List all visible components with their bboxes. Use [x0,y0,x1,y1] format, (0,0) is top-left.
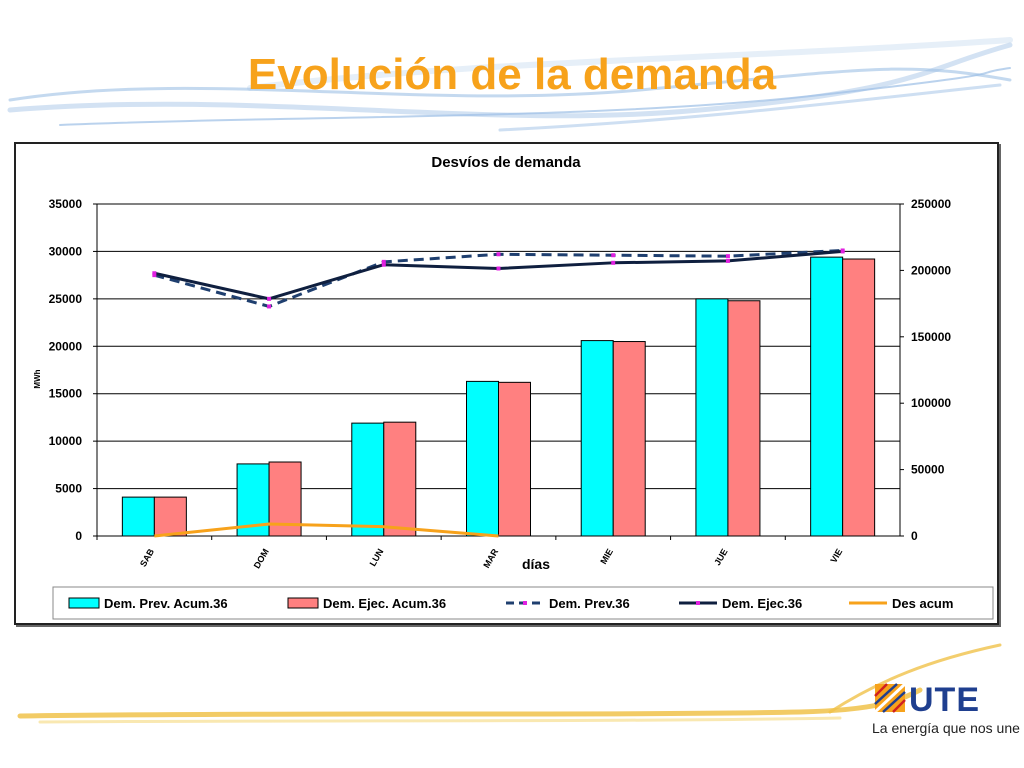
line-dem-prev-point [267,304,272,309]
line-des-acum [154,522,499,538]
logo-emblem-icon [873,682,907,714]
legend-label: Des acum [892,596,953,611]
slide-title: Evolución de la demanda [247,50,777,99]
legend-label: Dem. Ejec. Acum.36 [323,596,446,611]
bar-ejec-acum [498,381,531,537]
legend-swatch [68,597,100,609]
y-tick-label: 35000 [49,197,83,211]
line-dem-prev-point [725,254,730,259]
y2-tick-label: 200000 [911,263,951,277]
y-tick-label: 15000 [49,387,83,401]
x-tick-label: MIE [598,547,615,566]
y-tick-label: 30000 [49,244,83,258]
ute-logo: UTE [873,681,980,719]
legend-marker [696,601,700,605]
legend-marker [523,601,527,605]
chart-frame: Desvíos de demanda 0 5000 10000 15000 20000 25… [14,142,999,625]
x-tick-label: JUE [712,547,729,567]
y2-tick-label: 150000 [911,330,951,344]
line-dem-ejec-point [725,258,730,263]
x-tick-label: MAR [481,547,500,570]
legend-swatch [287,597,319,609]
line-dem-prev-point [381,259,386,264]
y2-tick-label: 0 [911,529,918,543]
line-dem-ejec-point [381,262,386,267]
legend-label: Dem. Prev.36 [549,596,630,611]
line-dem-ejec [154,249,843,301]
legend-label: Dem. Ejec.36 [722,596,802,611]
legend-label: Dem. Prev. Acum.36 [104,596,228,611]
bar-prev-acum [810,256,844,537]
bottom-swoosh-decoration [17,643,1002,724]
y-tick-label: 0 [75,529,82,543]
line-dem-prev-point [496,252,501,257]
bar-ejec-acum [612,341,646,537]
logo-tagline: La energía que nos une [872,720,1020,736]
x-axis-label: días [522,556,550,572]
bar-prev-acum [351,422,385,537]
top-swoosh-decoration [7,37,1013,132]
line-dem-ejec-point [152,271,157,276]
bar-prev-acum [695,298,729,537]
y2-tick-label: 250000 [911,197,951,211]
chart-title: Desvíos de demanda [431,154,581,171]
bar-ejec-acum [842,258,876,537]
y2-tick-label: 50000 [911,463,945,477]
bar-prev-acum [580,340,614,537]
y-axis-label: MWh [33,369,42,388]
line-dem-ejec-point [496,266,501,271]
y-tick-label: 25000 [49,292,83,306]
y2-tick-label: 100000 [911,396,951,410]
logo-wordmark: UTE [909,681,980,719]
y-tick-label: 5000 [55,482,82,496]
bar-ejec-acum [727,300,761,537]
bar-ejec-acum [383,421,417,537]
line-dem-prev-point [611,253,616,258]
bar-ejec-acum [153,496,187,537]
y-tick-label: 20000 [49,339,83,353]
line-dem-ejec-point [840,249,845,254]
x-tick-label: VIE [828,547,844,565]
bar-prev-acum [121,496,155,537]
x-tick-label: DOM [252,547,271,570]
bar-prev-acum [466,380,499,537]
x-tick-label: LUN [368,547,386,568]
x-tick-label: SAB [138,547,156,569]
line-dem-ejec-point [267,296,272,301]
y-tick-label: 10000 [49,434,83,448]
line-dem-ejec-point [611,260,616,265]
chart: Desvíos de demanda 0 5000 10000 15000 20000 25… [33,154,994,620]
